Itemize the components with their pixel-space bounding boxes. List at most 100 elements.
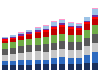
Bar <box>2 43 8 49</box>
Bar <box>35 60 41 64</box>
Bar <box>76 24 82 26</box>
Bar <box>2 61 8 65</box>
Bar <box>59 64 65 70</box>
Bar <box>59 57 65 64</box>
Bar <box>2 39 8 41</box>
Bar <box>76 64 82 70</box>
Bar <box>10 35 16 36</box>
Bar <box>59 20 65 23</box>
Bar <box>59 49 65 57</box>
Bar <box>10 65 16 70</box>
Bar <box>51 26 57 27</box>
Bar <box>59 41 65 49</box>
Bar <box>43 52 49 60</box>
Bar <box>68 22 74 23</box>
Bar <box>43 37 49 44</box>
Bar <box>84 24 90 30</box>
Bar <box>43 25 49 26</box>
Bar <box>35 28 41 30</box>
Bar <box>2 65 8 70</box>
Bar <box>68 29 74 35</box>
Bar <box>92 15 98 17</box>
Bar <box>26 39 32 45</box>
Bar <box>76 50 82 58</box>
Bar <box>18 60 24 65</box>
Bar <box>59 25 65 27</box>
Bar <box>2 55 8 61</box>
Bar <box>35 45 41 51</box>
Bar <box>18 53 24 60</box>
Bar <box>51 27 57 29</box>
Bar <box>92 52 98 63</box>
Bar <box>59 27 65 34</box>
Bar <box>92 17 98 19</box>
Bar <box>43 29 49 30</box>
Bar <box>18 65 24 70</box>
Bar <box>26 60 32 65</box>
Bar <box>18 33 24 35</box>
Bar <box>43 26 49 29</box>
Bar <box>59 23 65 25</box>
Bar <box>84 21 90 22</box>
Bar <box>43 30 49 32</box>
Bar <box>84 30 90 38</box>
Bar <box>84 63 90 70</box>
Bar <box>18 37 24 40</box>
Bar <box>84 22 90 24</box>
Bar <box>26 45 32 52</box>
Bar <box>68 26 74 27</box>
Bar <box>18 35 24 36</box>
Bar <box>51 21 57 22</box>
Bar <box>51 29 57 35</box>
Bar <box>51 50 57 58</box>
Bar <box>68 58 74 64</box>
Bar <box>76 23 82 24</box>
Bar <box>92 63 98 70</box>
Bar <box>26 52 32 60</box>
Bar <box>68 50 74 58</box>
Bar <box>76 30 82 35</box>
Bar <box>2 38 8 39</box>
Bar <box>84 38 90 46</box>
Bar <box>92 19 98 25</box>
Bar <box>18 46 24 53</box>
Bar <box>68 42 74 50</box>
Bar <box>2 41 8 43</box>
Bar <box>68 27 74 29</box>
Bar <box>35 51 41 60</box>
Bar <box>84 55 90 63</box>
Bar <box>35 33 41 38</box>
Bar <box>76 35 82 42</box>
Bar <box>76 58 82 64</box>
Bar <box>59 19 65 20</box>
Bar <box>18 36 24 37</box>
Bar <box>76 28 82 30</box>
Bar <box>51 35 57 43</box>
Bar <box>43 44 49 52</box>
Bar <box>35 30 41 32</box>
Bar <box>26 30 32 32</box>
Bar <box>26 34 32 35</box>
Bar <box>84 17 90 21</box>
Bar <box>10 54 16 61</box>
Bar <box>51 22 57 26</box>
Bar <box>51 43 57 50</box>
Bar <box>51 64 57 70</box>
Bar <box>18 40 24 46</box>
Bar <box>68 64 74 70</box>
Bar <box>92 8 98 9</box>
Bar <box>43 60 49 64</box>
Bar <box>35 27 41 28</box>
Bar <box>10 48 16 54</box>
Bar <box>92 34 98 43</box>
Bar <box>59 34 65 41</box>
Bar <box>92 9 98 15</box>
Bar <box>43 32 49 37</box>
Bar <box>68 23 74 26</box>
Bar <box>51 58 57 64</box>
Bar <box>43 64 49 70</box>
Bar <box>2 37 8 38</box>
Bar <box>35 38 41 45</box>
Bar <box>10 38 16 39</box>
Bar <box>35 32 41 33</box>
